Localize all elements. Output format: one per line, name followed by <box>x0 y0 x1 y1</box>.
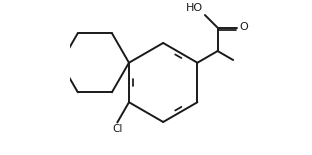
Text: HO: HO <box>186 3 203 13</box>
Text: Cl: Cl <box>112 124 123 134</box>
Text: O: O <box>239 22 248 32</box>
